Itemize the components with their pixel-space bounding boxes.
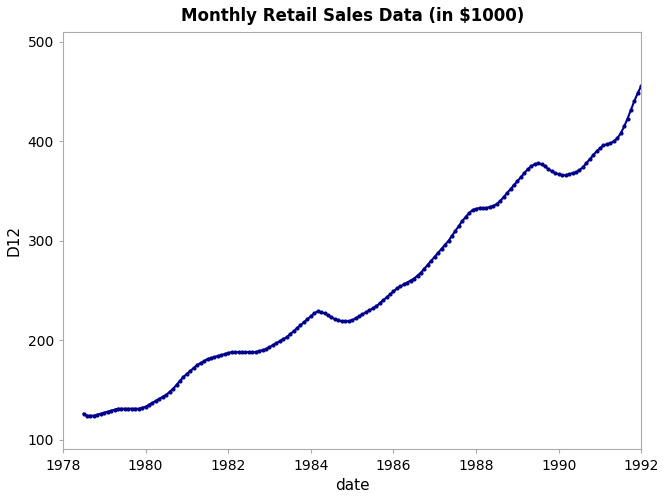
Title: Monthly Retail Sales Data (in $1000): Monthly Retail Sales Data (in $1000) [180,7,523,25]
X-axis label: date: date [335,478,370,493]
Y-axis label: D12: D12 [7,226,22,256]
